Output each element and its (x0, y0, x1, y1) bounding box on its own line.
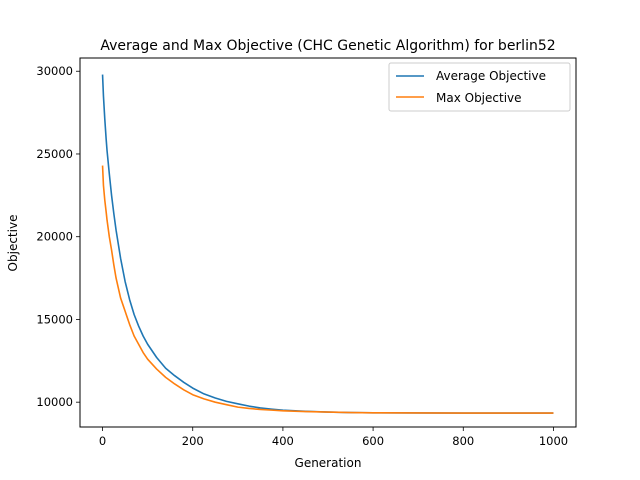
x-tick-label: 600 (362, 434, 384, 448)
ticks-layer: 0 200 400 600 800 1000 10000 15000 20000 25000 300… (36, 64, 568, 448)
y-tick-label: 10000 (36, 395, 73, 409)
y-tick-label: 30000 (36, 64, 73, 78)
series-line-max-objective (101, 165, 554, 414)
plot-area: 0 200 400 600 800 1000 10000 15000 20000 25000 300… (36, 57, 577, 448)
x-tick-label: 800 (452, 434, 474, 448)
y-tick-label: 15000 (36, 312, 73, 326)
plot-frame (79, 57, 577, 428)
series-layer (101, 74, 554, 414)
legend: Average Objective Max Objective (388, 62, 571, 112)
x-axis-label: Generation (295, 456, 362, 470)
x-tick-label: 0 (99, 434, 106, 448)
legend-label-max-objective: Max Objective (436, 91, 522, 105)
x-tick-label: 1000 (539, 434, 568, 448)
y-tick-label: 20000 (36, 230, 73, 244)
x-tick-label: 200 (182, 434, 204, 448)
legend-label-average-objective: Average Objective (436, 69, 546, 83)
y-axis-label: Objective (6, 215, 20, 272)
chart-title: Average and Max Objective (CHC Genetic A… (100, 38, 555, 54)
legend-box (388, 62, 571, 112)
y-tick-label: 25000 (36, 147, 73, 161)
x-tick-label: 400 (272, 434, 294, 448)
